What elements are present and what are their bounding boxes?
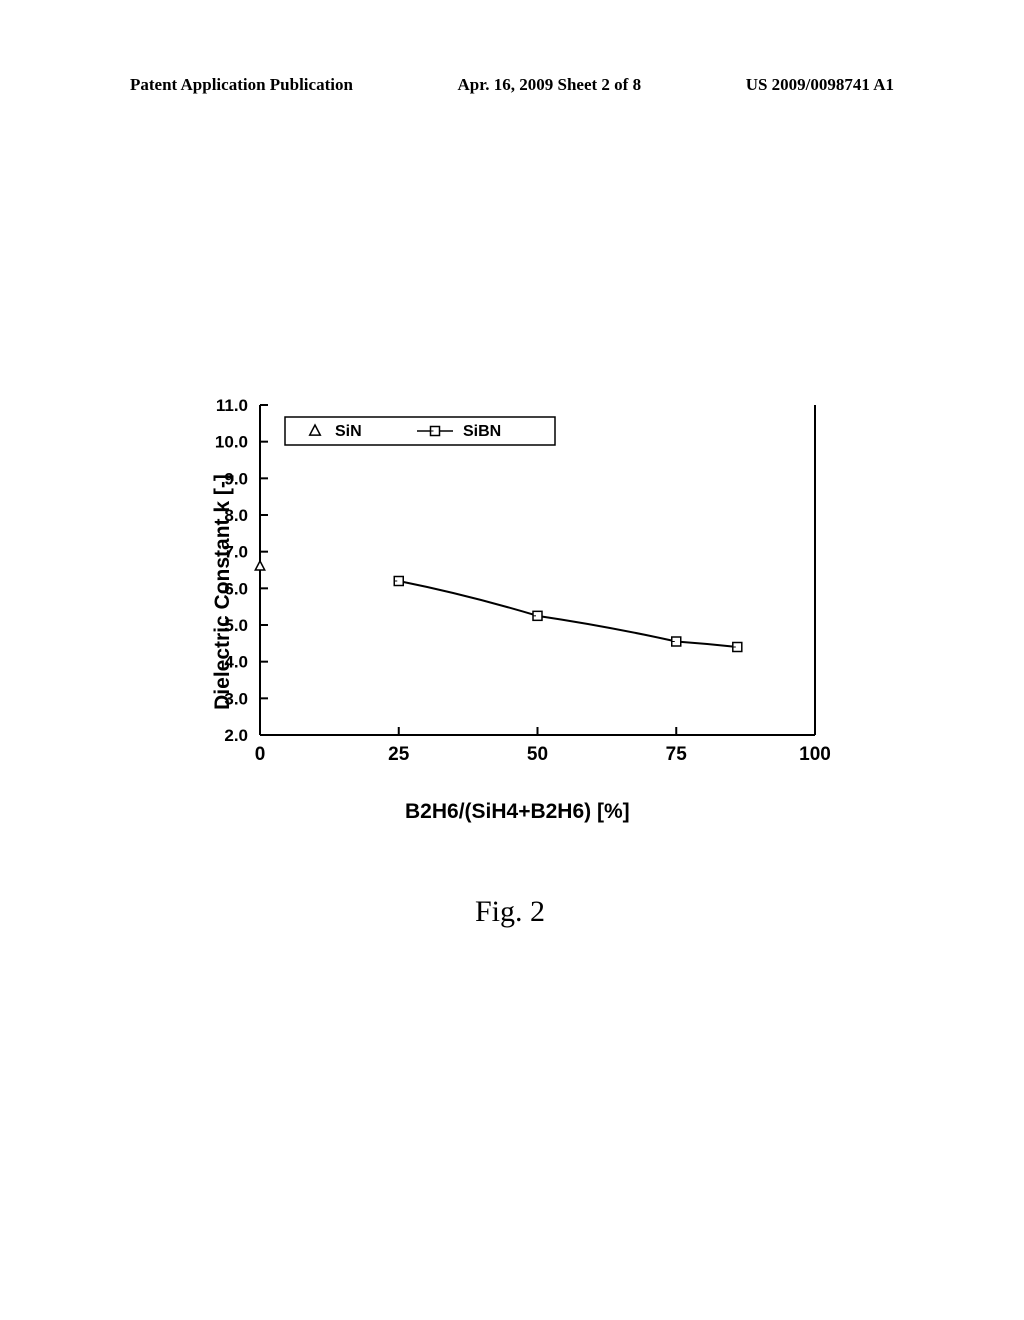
svg-text:6.0: 6.0 [224, 579, 248, 598]
svg-text:4.0: 4.0 [224, 653, 248, 672]
svg-text:50: 50 [527, 744, 548, 765]
svg-text:11.0: 11.0 [216, 396, 248, 415]
chart-svg: 2.0 3.0 4.0 5.0 6.0 7.0 8.0 9.0 10.0 11.0 0 25 50 75 1… [160, 395, 880, 795]
header-center: Apr. 16, 2009 Sheet 2 of 8 [458, 75, 642, 95]
svg-text:5.0: 5.0 [224, 616, 248, 635]
svg-text:25: 25 [388, 744, 410, 765]
svg-text:2.0: 2.0 [224, 726, 248, 745]
chart-container: 2.0 3.0 4.0 5.0 6.0 7.0 8.0 9.0 10.0 11.0 0 25 50 75 1… [160, 395, 880, 795]
svg-text:SiBN: SiBN [463, 423, 501, 440]
header-right: US 2009/0098741 A1 [746, 75, 894, 95]
header-left: Patent Application Publication [130, 75, 353, 95]
x-axis-label: B2H6/(SiH4+B2H6) [%] [405, 800, 630, 824]
svg-text:3.0: 3.0 [224, 689, 248, 708]
svg-text:7.0: 7.0 [224, 543, 248, 562]
svg-text:100: 100 [799, 744, 831, 765]
page-header: Patent Application Publication Apr. 16, … [0, 75, 1024, 95]
svg-text:9.0: 9.0 [224, 469, 248, 488]
figure-caption: Fig. 2 [475, 895, 545, 929]
svg-text:75: 75 [666, 744, 688, 765]
svg-text:SiN: SiN [335, 423, 362, 440]
svg-text:0: 0 [255, 744, 266, 765]
svg-text:8.0: 8.0 [224, 506, 248, 525]
svg-text:10.0: 10.0 [215, 433, 248, 452]
